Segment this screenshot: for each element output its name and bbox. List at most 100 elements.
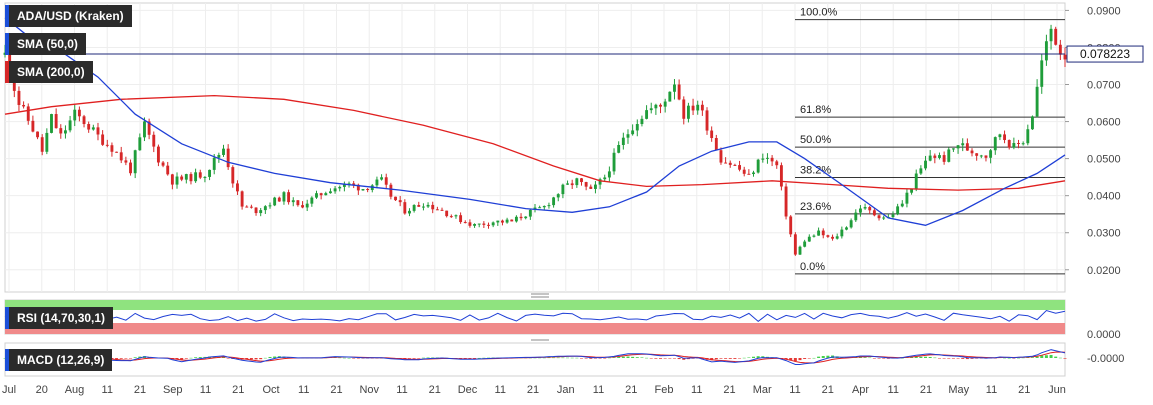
macd-histogram-bar — [659, 358, 663, 359]
rsi-marker — [5, 307, 9, 329]
candle-body — [435, 209, 439, 211]
candle-body — [682, 99, 686, 119]
candle-body — [626, 134, 630, 138]
macd-histogram-bar — [724, 358, 728, 359]
candle-body — [403, 202, 407, 214]
candle-body — [161, 162, 165, 166]
macd-histogram-bar — [249, 358, 253, 360]
x-axis-tick-label: Jun — [1048, 384, 1066, 396]
x-axis-tick-label: Dec — [458, 384, 478, 396]
macd-histogram-bar — [863, 357, 867, 358]
candle-body — [231, 167, 235, 184]
candle-body — [184, 174, 188, 180]
candle-body — [542, 205, 546, 208]
macd-histogram-bar — [956, 358, 960, 359]
x-axis-tick-label: Feb — [655, 384, 674, 396]
macd-histogram-bar — [951, 358, 955, 359]
macd-histogram-bar — [1017, 357, 1021, 359]
macd-histogram-bar — [793, 358, 797, 362]
macd-histogram-bar — [900, 357, 904, 359]
candle-body — [598, 179, 602, 185]
x-axis-tick-label: 21 — [134, 384, 146, 396]
macd-histogram-bar — [407, 358, 411, 359]
macd-histogram-bar — [575, 357, 579, 359]
macd-histogram-bar — [538, 357, 542, 359]
macd-histogram-bar — [347, 357, 351, 359]
candle-body — [198, 172, 202, 178]
x-axis-tick-label: Jul — [2, 384, 16, 396]
candle-body — [975, 153, 979, 156]
candle-body — [1007, 140, 1011, 148]
macd-histogram-bar — [826, 355, 830, 358]
macd-histogram-bar — [617, 356, 621, 358]
macd-histogram-bar — [184, 358, 188, 359]
macd-histogram-bar — [626, 356, 630, 358]
candle-body — [129, 162, 132, 174]
macd-histogram-bar — [933, 357, 937, 359]
candle-body — [1054, 28, 1058, 45]
x-axis-tick-label: 11 — [102, 384, 113, 396]
candle-body — [789, 216, 793, 235]
candle-body — [477, 223, 481, 225]
candle-body — [989, 150, 993, 158]
candle-body — [868, 207, 872, 211]
candle-body — [431, 204, 435, 210]
candle-body — [812, 235, 816, 237]
candle-body — [607, 171, 611, 178]
candle-body — [984, 155, 988, 158]
macd-histogram-bar — [342, 357, 346, 359]
macd-histogram-bar — [138, 356, 142, 358]
candle-body — [673, 84, 676, 92]
candle-body — [301, 205, 304, 208]
candle-body — [459, 215, 463, 223]
x-axis-tick-label: 11 — [691, 384, 702, 396]
title-marker — [5, 5, 9, 27]
candle-body — [784, 186, 788, 217]
macd-histogram-bar — [226, 358, 230, 359]
candle-body — [775, 161, 779, 166]
macd-histogram-bar — [924, 356, 928, 358]
candle-body — [26, 106, 30, 121]
candle-body — [747, 173, 751, 175]
macd-histogram-bar — [752, 356, 756, 358]
candle-body — [998, 134, 1002, 138]
candle-body — [384, 177, 388, 185]
candle-body — [840, 229, 844, 237]
candle-body — [961, 143, 965, 146]
macd-histogram-bar — [421, 357, 425, 359]
macd-histogram-bar — [979, 358, 983, 359]
macd-histogram-bar — [798, 358, 802, 361]
macd-histogram-bar — [235, 358, 239, 360]
x-axis-tick-label: May — [948, 384, 969, 396]
macd-histogram-bar — [589, 358, 593, 359]
macd-histogram-bar — [817, 356, 821, 358]
candle-body — [417, 205, 421, 207]
macd-histogram-bar — [189, 357, 193, 359]
candle-body — [566, 183, 569, 185]
candle-body — [356, 184, 360, 191]
y-axis-tick-label: 0.0600 — [1087, 117, 1121, 129]
candle-body — [82, 116, 86, 125]
candle-body — [979, 155, 983, 157]
candle-body — [310, 197, 314, 204]
candle-body — [528, 209, 532, 217]
candle-body — [147, 121, 151, 135]
candle-body — [845, 227, 848, 230]
rsi-overbought-zone — [5, 300, 1065, 310]
macd-histogram-bar — [607, 357, 611, 359]
macd-histogram-bar — [882, 358, 886, 359]
macd-label: MACD (12,26,9) — [5, 349, 113, 371]
sma50-line — [4, 17, 1066, 226]
candle-body — [463, 222, 467, 224]
candle-body — [31, 120, 35, 132]
candle-body — [724, 162, 728, 164]
candle-body — [505, 219, 509, 223]
candle-body — [115, 151, 119, 153]
candle-body — [1063, 54, 1067, 60]
candle-body — [491, 222, 495, 226]
candle-body — [510, 219, 514, 222]
macd-histogram-bar — [803, 358, 807, 359]
candle-body — [910, 188, 914, 193]
macd-histogram-bar — [459, 358, 463, 359]
